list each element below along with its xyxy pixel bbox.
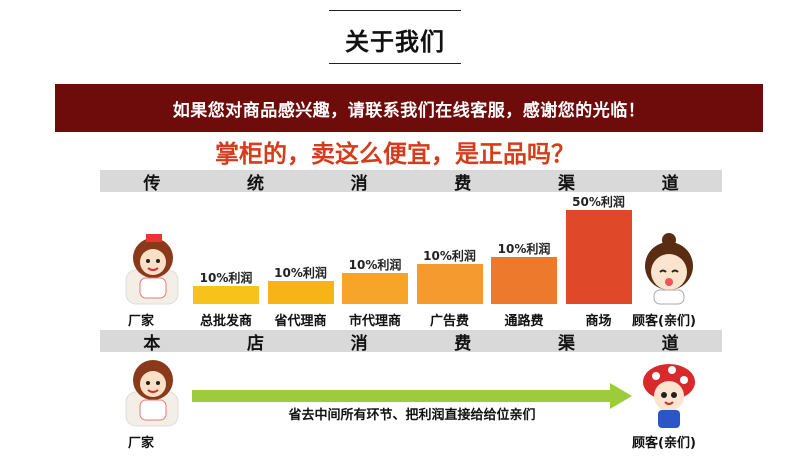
header-char: 渠 (557, 333, 575, 354)
profit-bar (267, 281, 334, 304)
bar-value-label: 10%利润 (348, 258, 402, 272)
page-title: 关于我们 (345, 28, 445, 56)
bar-value-label: 10%利润 (274, 266, 327, 280)
question-heading: 掌柜的，卖这么便宜，是正品吗？ (215, 140, 575, 168)
header-char: 统 (246, 173, 264, 194)
header-char: 道 (661, 333, 679, 354)
header-char: 渠 (557, 173, 575, 194)
title-bottom-rule (329, 63, 461, 64)
customer-character (636, 232, 702, 310)
bar-category-label: 通路费 (504, 314, 544, 329)
bar-value-label: 10%利润 (199, 271, 253, 285)
bar-category-label: 市代理商 (348, 314, 401, 329)
bar-category-label: 商场 (585, 314, 612, 329)
profit-bar (342, 273, 408, 304)
header-char: 费 (454, 333, 472, 354)
title-top-rule (329, 10, 461, 11)
header-char: 消 (350, 173, 368, 194)
header-char: 店 (246, 333, 264, 354)
bar-value-label: 10%利润 (497, 242, 551, 256)
profit-bar (193, 286, 259, 304)
profit-bar (491, 257, 557, 304)
bar-value-label: 10%利润 (423, 249, 476, 263)
profit-bar (416, 264, 483, 304)
header-char: 道 (661, 173, 679, 194)
header-char: 本 (143, 333, 161, 354)
store-customer-character (638, 360, 700, 436)
direct-arrow-head (610, 383, 632, 409)
store-customer-label: 顾客(亲们) (632, 436, 696, 451)
manufacturer-label: 厂家 (128, 314, 155, 329)
bar-value-label: 50%利润 (572, 195, 625, 209)
direct-arrow (192, 390, 612, 402)
customer-label: 顾客(亲们) (632, 314, 696, 329)
bar-category-label: 总批发商 (199, 314, 252, 329)
traditional-channel-header: 传 统 消 费 渠 道 (100, 170, 722, 194)
header-char: 传 (143, 173, 161, 194)
header-char: 消 (350, 333, 368, 354)
store-manufacturer-character (118, 352, 188, 434)
title-block: 关于我们 (329, 10, 461, 64)
contact-banner: 如果您对商品感兴趣，请联系我们在线客服，感谢您的光临！ (55, 84, 763, 132)
manufacturer-character (118, 228, 188, 312)
store-channel-header: 本 店 消 费 渠 道 (100, 330, 722, 354)
profit-bar (565, 210, 632, 304)
header-char: 费 (454, 173, 472, 194)
bar-category-label: 省代理商 (274, 314, 327, 329)
bar-category-label: 广告费 (429, 314, 469, 329)
store-manufacturer-label: 厂家 (128, 436, 155, 451)
direct-arrow-label: 省去中间所有环节、把利润直接给给位亲们 (288, 408, 536, 423)
